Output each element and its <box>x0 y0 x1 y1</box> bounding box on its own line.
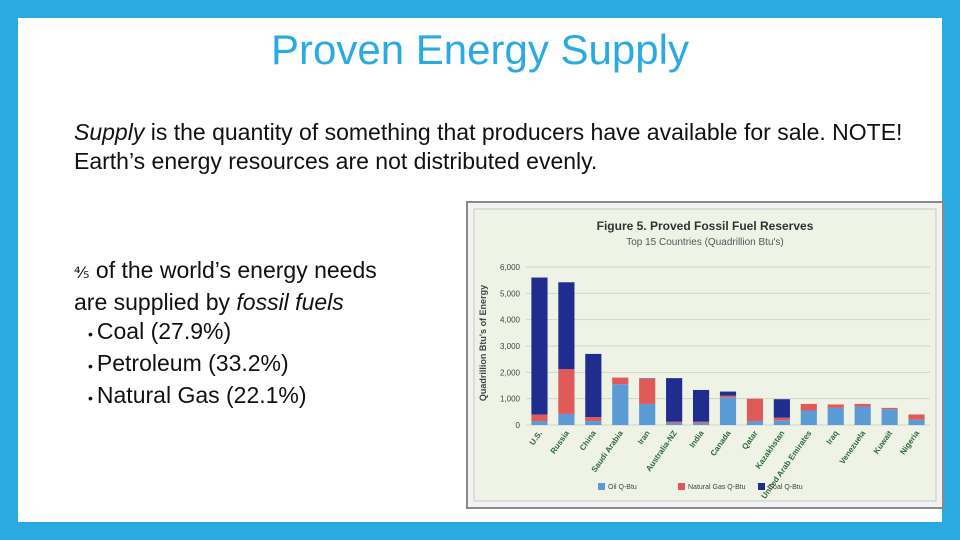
y-tick-label: 6,000 <box>500 263 521 272</box>
bar-segment <box>585 421 602 425</box>
bar-segment <box>666 378 683 422</box>
bar-segment <box>800 410 817 425</box>
bar-segment <box>612 377 629 385</box>
bar-segment <box>692 389 710 422</box>
y-tick-label: 5,000 <box>500 289 521 298</box>
bar-segment <box>773 399 790 418</box>
bar-segment <box>881 407 898 410</box>
bullet-text: Coal (27.9%) <box>96 318 232 344</box>
reserves-chart: Figure 5. Proved Fossil Fuel Reserves To… <box>473 208 937 502</box>
definition-text: is the quantity of something that produc… <box>74 119 903 174</box>
legend: Oil Q-Btu Natural Gas Q-Btu Coal Q-Btu <box>598 483 803 491</box>
legend-swatch <box>598 483 605 490</box>
bar-segment <box>612 384 629 425</box>
y-tick-label: 3,000 <box>500 342 521 351</box>
bar-segment <box>908 414 925 420</box>
legend-label: Natural Gas Q-Btu <box>688 484 746 491</box>
bar-segment <box>639 378 656 404</box>
bar-segment <box>692 422 710 425</box>
lead-text-1: of the world’s energy needs <box>89 257 377 283</box>
bullet-icon: • <box>88 390 93 406</box>
lead-text-2: are supplied by <box>74 289 237 315</box>
bar-segment <box>854 403 871 407</box>
bar-segment <box>585 417 602 422</box>
fossil-fuel-summary: ⅘ of the world’s energy needs are suppli… <box>74 256 474 413</box>
bar-segment <box>639 378 656 379</box>
bullet-item-coal: • Coal (27.9%) <box>74 317 474 349</box>
bar-segment <box>558 413 575 425</box>
bullet-text: Petroleum (33.2%) <box>96 350 289 376</box>
slide: Proven Energy Supply Supply is the quant… <box>18 18 944 522</box>
bar-segment <box>692 421 710 423</box>
bar-segment <box>531 421 548 425</box>
bar-segment <box>558 369 575 414</box>
legend-label: Coal Q-Btu <box>768 484 803 491</box>
bar-segment <box>558 282 575 370</box>
bar-segment <box>746 421 764 425</box>
bullet-item-natural-gas: • Natural Gas (22.1%) <box>74 381 474 413</box>
fossil-fuels-term: fossil fuels <box>236 289 344 315</box>
bullet-text: Natural Gas (22.1%) <box>96 382 307 408</box>
y-tick-label: 0 <box>516 421 521 430</box>
legend-label: Oil Q-Btu <box>608 484 637 491</box>
slide-title: Proven Energy Supply <box>271 26 689 73</box>
chart-title: Figure 5. Proved Fossil Fuel Reserves <box>597 219 814 233</box>
legend-swatch <box>758 483 765 490</box>
chart-subtitle: Top 15 Countries (Quadrillion Btu's) <box>626 237 784 248</box>
bullet-icon: • <box>88 358 93 374</box>
bullet-icon: • <box>88 326 93 342</box>
y-tick-label: 2,000 <box>500 368 521 377</box>
bar-segment <box>800 403 817 411</box>
bar-segment <box>531 277 548 415</box>
bar-segment <box>881 409 898 425</box>
bar-segment <box>773 420 790 425</box>
bar-segment <box>666 421 683 423</box>
bar-segment <box>719 397 737 425</box>
bullet-item-petroleum: • Petroleum (33.2%) <box>74 349 474 381</box>
lead-line-1: ⅘ of the world’s energy needs <box>74 256 474 288</box>
bar-segment <box>746 398 764 422</box>
bar-segment <box>827 404 844 408</box>
bar-segment <box>908 419 925 425</box>
bar-segment <box>585 353 602 418</box>
y-axis-label: Quadrillion Btu's of Energy <box>478 285 488 401</box>
y-tick-labels: 0 1,000 2,000 3,000 4,000 5,000 6,000 <box>500 263 521 430</box>
legend-swatch <box>678 483 685 490</box>
chart-frame: Figure 5. Proved Fossil Fuel Reserves To… <box>466 201 944 509</box>
y-tick-label: 4,000 <box>500 316 521 325</box>
bar-segment <box>773 417 790 421</box>
fraction: ⅘ <box>74 265 90 282</box>
chart-background <box>473 208 937 502</box>
bars <box>531 277 925 425</box>
y-tick-label: 1,000 <box>500 395 521 404</box>
bar-segment <box>719 391 737 396</box>
bar-segment <box>531 414 548 422</box>
bar-segment <box>639 403 656 425</box>
lead-line-2: are supplied by fossil fuels <box>74 288 474 317</box>
definition-paragraph: Supply is the quantity of something that… <box>74 118 934 176</box>
bar-segment <box>666 422 683 425</box>
bar-segment <box>719 395 737 398</box>
bar-segment <box>827 407 844 425</box>
supply-term: Supply <box>74 119 145 145</box>
bar-segment <box>854 406 871 425</box>
